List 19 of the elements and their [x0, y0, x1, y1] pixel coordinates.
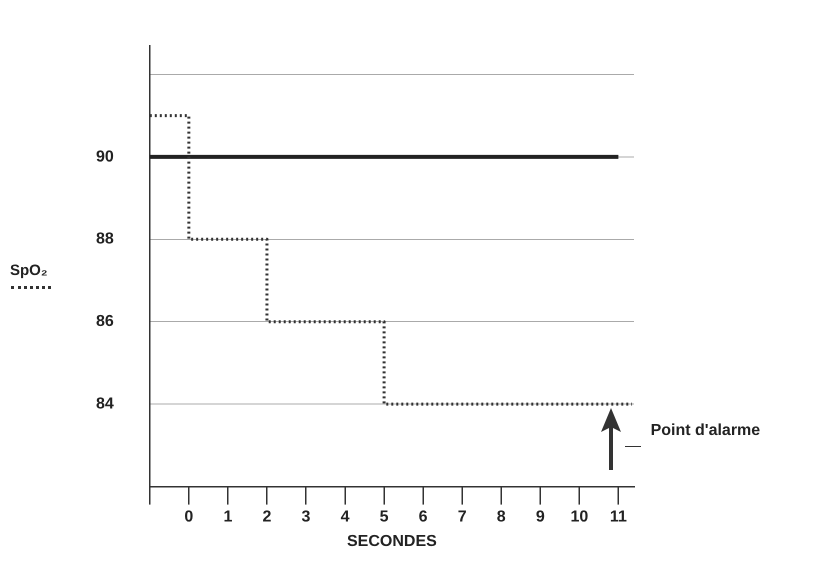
x-tick-label: 5 — [380, 508, 389, 526]
x-tick-label: 10 — [570, 508, 588, 526]
x-axis-title: SECONDES — [347, 532, 438, 550]
x-tick-label: 7 — [458, 508, 467, 526]
y-tick-label: 90 — [96, 148, 114, 166]
x-tick-label: 8 — [496, 508, 506, 526]
x-tick-label: 4 — [340, 508, 350, 526]
y-tick-label: 88 — [96, 230, 114, 248]
x-tick-label: 11 — [610, 508, 627, 526]
x-tick-label: 0 — [184, 508, 194, 526]
x-tick-label: 9 — [536, 508, 545, 526]
x-tick-label: 2 — [262, 508, 272, 526]
y-tick-label: 84 — [96, 396, 114, 413]
annotation: Point d'alarme — [650, 422, 760, 440]
y-tick-label: 86 — [96, 313, 114, 330]
x-tick-label: 1 — [223, 508, 232, 526]
y-axis-title: SpO₂ — [10, 262, 48, 280]
x-tick-label: 3 — [302, 508, 311, 526]
x-tick-label: 6 — [418, 508, 428, 526]
